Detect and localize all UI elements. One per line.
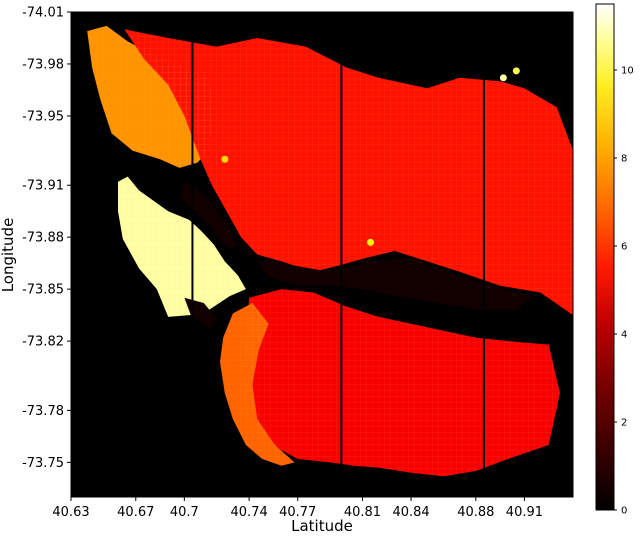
colorbar-ticks: 0 2 4 6 8 10 xyxy=(614,66,634,517)
x-tick-label: 40.84 xyxy=(392,505,429,520)
street-grid-overlay xyxy=(87,25,573,477)
colorbar-tick-label: 10 xyxy=(621,66,634,77)
region-texture xyxy=(87,25,214,168)
region-texture xyxy=(220,303,295,466)
colorbar-tick-label: 6 xyxy=(621,242,627,253)
x-tick-label: 40.77 xyxy=(279,505,316,520)
dark-patch xyxy=(257,258,533,310)
heatmap-plot-area xyxy=(70,11,574,498)
y-tick-label: -73.82 xyxy=(22,335,64,350)
y-tick-label: -73.75 xyxy=(22,456,64,471)
hotspot-point xyxy=(367,238,375,246)
x-tick-label: 40.63 xyxy=(52,505,89,520)
y-axis: -74.01 -73.98 -73.95 -73.91 -73.88 -73.85 -73.… xyxy=(22,6,71,471)
colorbar-tick-label: 2 xyxy=(621,418,627,429)
region-texture xyxy=(124,29,573,316)
x-tick-label: 40.67 xyxy=(117,505,154,520)
plot-frame xyxy=(70,11,574,498)
y-tick-label: -73.88 xyxy=(22,231,64,246)
x-axis-label: Latitude xyxy=(291,517,353,535)
hotspots xyxy=(221,67,520,246)
dark-patch xyxy=(181,181,238,250)
y-tick-label: -73.78 xyxy=(22,404,64,419)
y-tick-label: -73.98 xyxy=(22,57,64,72)
x-tick-label: 40.81 xyxy=(344,505,381,520)
hotspot-point xyxy=(512,67,520,75)
region-texture xyxy=(245,289,560,477)
colorbar: 0 2 4 6 8 10 xyxy=(595,3,634,517)
x-tick-label: 40.88 xyxy=(457,505,494,520)
colorbar-tick-label: 8 xyxy=(621,154,627,165)
y-tick-label: -73.91 xyxy=(22,179,64,194)
colorbar-tick-label: 0 xyxy=(621,506,627,517)
region-texture xyxy=(118,176,246,317)
y-tick-label: -73.85 xyxy=(22,283,64,298)
x-tick-label: 40.91 xyxy=(506,505,543,520)
vertical-lines xyxy=(191,12,485,497)
y-tick-label: -74.01 xyxy=(22,6,64,21)
hotspot-point xyxy=(221,155,229,163)
colorbar-tick-label: 4 xyxy=(621,330,627,341)
y-axis-label: Longitude xyxy=(0,218,17,293)
colorbar-gradient xyxy=(595,3,615,511)
x-tick-label: 40.74 xyxy=(231,505,268,520)
x-axis: 40.63 40.67 40.7 40.74 40.77 40.81 40.84 40.88 4… xyxy=(52,497,543,520)
hotspot-point xyxy=(499,74,507,82)
y-tick-label: -73.95 xyxy=(22,109,64,124)
x-tick-label: 40.7 xyxy=(170,505,199,520)
